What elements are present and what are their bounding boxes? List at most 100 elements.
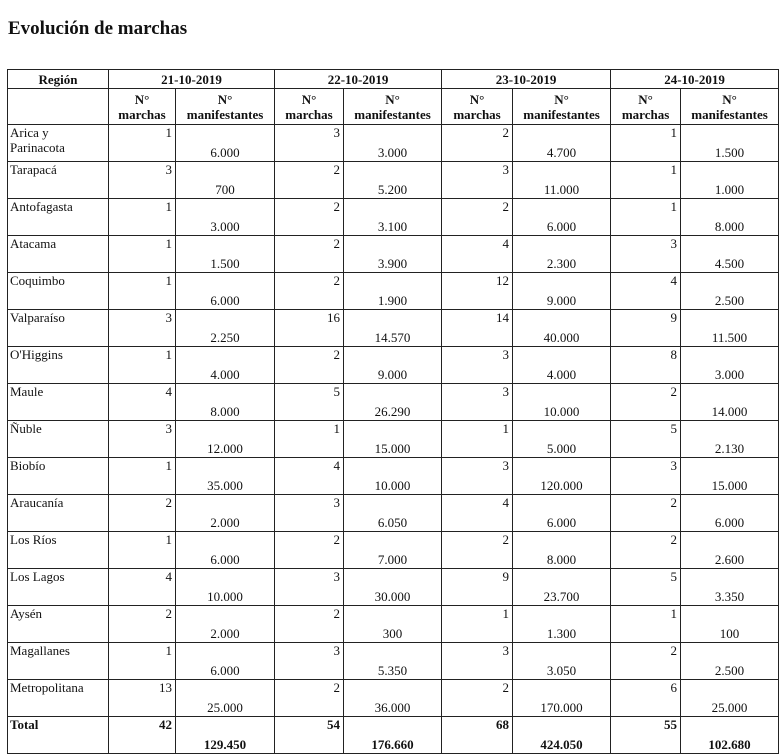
marchas-cell: 9 — [441, 568, 514, 606]
marchas-cell: 1 — [108, 124, 176, 162]
manifestantes-cell: 10.000 — [512, 383, 612, 421]
manifestantes-cell: 30.000 — [343, 568, 443, 606]
table-row: Magallanes 1 6.000 3 5.350 3 3.050 2 2.500 — [7, 642, 780, 680]
marchas-cell: 3 — [610, 457, 682, 495]
marchas-cell: 1 — [108, 457, 176, 495]
region-cell: Metropolitana — [7, 679, 109, 717]
page-title: Evolución de marchas — [8, 18, 188, 39]
manifestantes-cell: 6.000 — [680, 494, 780, 532]
marchas-cell: 3 — [108, 420, 176, 458]
manifestantes-cell: 10.000 — [174, 568, 276, 606]
manifestantes-cell: 1.000 — [680, 161, 780, 199]
marchas-cell: 3 — [441, 161, 514, 199]
marchas-cell: 2 — [610, 642, 682, 680]
region-cell: Magallanes — [7, 642, 109, 680]
marchas-cell: 2 — [274, 531, 345, 569]
region-cell: Aysén — [7, 605, 109, 643]
manifestantes-cell: 2.600 — [680, 531, 780, 569]
manifestantes-cell: 3.900 — [343, 235, 443, 273]
manifestantes-cell: 4.000 — [512, 346, 612, 384]
marchas-cell: 1 — [441, 605, 514, 643]
manifestantes-cell: 26.290 — [343, 383, 443, 421]
sub-marchas-header: N° marchas — [108, 88, 176, 125]
manifestantes-cell: 1.300 — [512, 605, 612, 643]
marchas-cell: 8 — [610, 346, 682, 384]
manifestantes-cell: 35.000 — [174, 457, 276, 495]
table-row: Atacama 1 1.500 2 3.900 4 2.300 3 4.500 — [7, 235, 780, 273]
manifestantes-cell: 6.000 — [174, 272, 276, 310]
manifestantes-cell: 15.000 — [343, 420, 443, 458]
manifestantes-cell: 25.000 — [174, 679, 276, 717]
marchas-cell: 16 — [274, 309, 345, 347]
marchas-cell: 3 — [274, 568, 345, 606]
manifestantes-cell: 2.500 — [680, 642, 780, 680]
manifestantes-cell: 2.000 — [174, 494, 276, 532]
manifestantes-cell: 2.000 — [174, 605, 276, 643]
manifestantes-cell: 23.700 — [512, 568, 612, 606]
sub-marchas-header: N° marchas — [274, 88, 345, 125]
marchas-cell: 2 — [108, 494, 176, 532]
marchas-cell: 3 — [441, 642, 514, 680]
manifestantes-cell: 11.500 — [680, 309, 780, 347]
empty-header — [7, 88, 109, 125]
manifestantes-cell: 6.000 — [174, 531, 276, 569]
marchas-cell: 14 — [441, 309, 514, 347]
marchas-cell: 1 — [108, 346, 176, 384]
marchas-cell: 1 — [610, 161, 682, 199]
table-row: Metropolitana 13 25.000 2 36.000 2 170.000 6 25.… — [7, 679, 780, 717]
sub-manifestantes-header: N° manifestantes — [680, 88, 780, 125]
marchas-cell: 2 — [274, 605, 345, 643]
manifestantes-cell: 3.000 — [680, 346, 780, 384]
marchas-cell: 2 — [274, 679, 345, 717]
manifestantes-cell: 4.500 — [680, 235, 780, 273]
region-cell: Maule — [7, 383, 109, 421]
manifestantes-cell: 2.130 — [680, 420, 780, 458]
marchas-cell: 1 — [274, 420, 345, 458]
manifestantes-cell: 6.000 — [512, 494, 612, 532]
marchas-cell: 3 — [274, 642, 345, 680]
manifestantes-cell: 1.500 — [174, 235, 276, 273]
marchas-cell: 2 — [274, 346, 345, 384]
manifestantes-cell: 3.350 — [680, 568, 780, 606]
region-cell: Valparaíso — [7, 309, 109, 347]
region-header: Región — [7, 69, 109, 89]
sub-manifestantes-header: N° manifestantes — [343, 88, 443, 125]
marchas-cell: 1 — [441, 420, 514, 458]
manifestantes-cell: 3.000 — [174, 198, 276, 236]
manifestantes-cell: 2.500 — [680, 272, 780, 310]
marchas-cell: 2 — [610, 531, 682, 569]
manifestantes-cell: 170.000 — [512, 679, 612, 717]
marchas-cell: 3 — [108, 309, 176, 347]
table-row: Aysén 2 2.000 2 300 1 1.300 1 100 — [7, 605, 780, 643]
manifestantes-cell: 100 — [680, 605, 780, 643]
marchas-cell: 6 — [610, 679, 682, 717]
marchas-cell: 4 — [441, 494, 514, 532]
table-row: Arica y Parinacota 1 6.000 3 3.000 2 4.700 1 1.5… — [7, 124, 780, 162]
manifestantes-cell: 9.000 — [343, 346, 443, 384]
manifestantes-cell: 6.000 — [174, 124, 276, 162]
manifestantes-cell: 9.000 — [512, 272, 612, 310]
table-row: Tarapacá 3 700 2 5.200 3 11.000 1 1.000 — [7, 161, 780, 199]
table-row: Antofagasta 1 3.000 2 3.100 2 6.000 1 8.000 — [7, 198, 780, 236]
marchas-cell: 3 — [610, 235, 682, 273]
manifestantes-cell: 14.570 — [343, 309, 443, 347]
date-header: 24-10-2019 — [610, 69, 780, 89]
marchas-cell: 2 — [441, 198, 514, 236]
date-header: 22-10-2019 — [274, 69, 443, 89]
manifestantes-cell: 3.000 — [343, 124, 443, 162]
region-cell: Atacama — [7, 235, 109, 273]
marchas-cell: 3 — [441, 383, 514, 421]
marchas-cell: 9 — [610, 309, 682, 347]
marchas-cell: 3 — [108, 161, 176, 199]
date-header: 23-10-2019 — [441, 69, 612, 89]
manifestantes-cell: 8.000 — [512, 531, 612, 569]
region-cell: Los Ríos — [7, 531, 109, 569]
table-row: Los Lagos 4 10.000 3 30.000 9 23.700 5 3.350 — [7, 568, 780, 606]
manifestantes-cell: 10.000 — [343, 457, 443, 495]
manifestantes-cell: 4.000 — [174, 346, 276, 384]
marchas-cell: 1 — [108, 642, 176, 680]
table-row: Los Ríos 1 6.000 2 7.000 2 8.000 2 2.600 — [7, 531, 780, 569]
region-cell: Tarapacá — [7, 161, 109, 199]
manifestantes-cell: 300 — [343, 605, 443, 643]
manifestantes-cell: 2.300 — [512, 235, 612, 273]
